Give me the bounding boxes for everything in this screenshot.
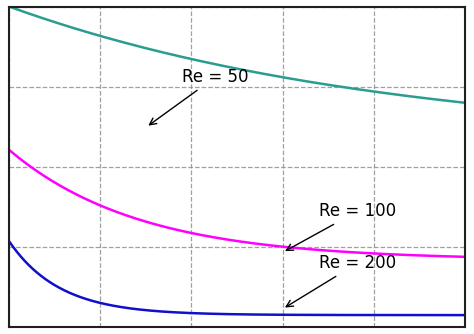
Text: Re = 50: Re = 50 xyxy=(149,68,249,125)
Text: Re = 200: Re = 200 xyxy=(286,254,396,307)
Text: Re = 100: Re = 100 xyxy=(286,202,396,250)
